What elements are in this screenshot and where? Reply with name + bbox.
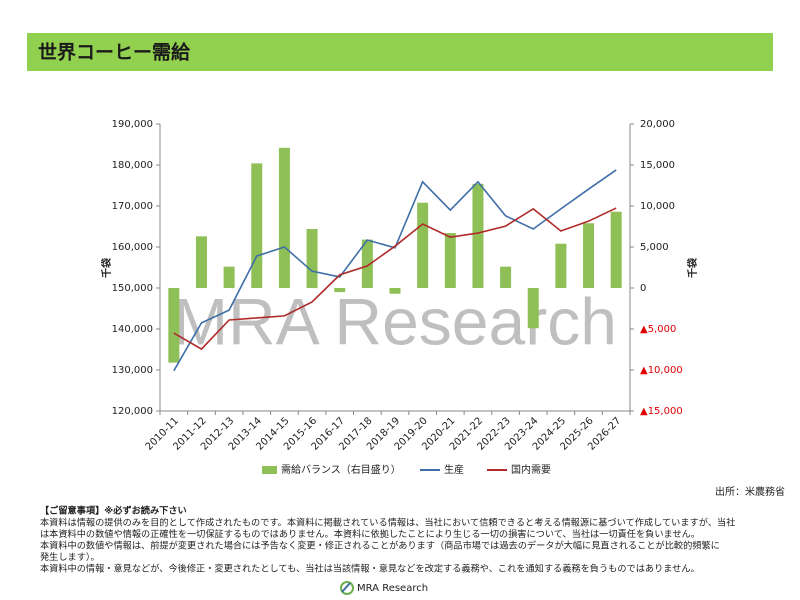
legend-swatch — [262, 466, 277, 474]
y2-axis-label: 千袋 — [686, 257, 699, 278]
note-line: 本資料中の情報・意見などが、今後修正・変更されたとしても、当社は当該情報・意見な… — [40, 563, 700, 575]
bar — [583, 223, 595, 288]
y-tick-label: 160,000 — [112, 242, 153, 253]
y2-tick-label: 20,000 — [640, 119, 675, 130]
legend-label: 需給バランス（右目盛り） — [281, 463, 401, 476]
bar — [361, 239, 373, 288]
legend-label: 生産 — [444, 463, 464, 476]
y2-tick-label: ▲5,000 — [640, 324, 676, 335]
y2-tick-label: 0 — [640, 283, 646, 294]
header-band — [27, 33, 773, 71]
note-line: 本資料は情報の提供のみを目的として作成されたものです。本資料に掲載されている情報… — [40, 517, 735, 529]
footer-logo: MRA Research — [340, 581, 428, 595]
y2-tick-label: 5,000 — [640, 242, 669, 253]
y-tick-label: 180,000 — [112, 160, 153, 171]
y2-tick-label: ▲10,000 — [640, 365, 683, 376]
y-axis-label: 千袋 — [100, 257, 113, 278]
note-line: 本資料中の数値や情報は、前提が変更された場合には予告なく変更・修正されることがあ… — [40, 540, 720, 552]
y-tick-label: 190,000 — [112, 119, 153, 130]
source: 出所：米農務省 — [715, 485, 785, 498]
bar — [417, 202, 429, 288]
bar — [306, 228, 318, 288]
note-line: 発生します）。 — [40, 551, 100, 563]
watermark: MRA Research — [173, 284, 617, 358]
note-line: は本資料中の数値や情報の正確性を一切保証するものではありません。本資料に依拠した… — [40, 528, 700, 540]
y-tick-label: 170,000 — [112, 201, 153, 212]
logo-icon — [340, 581, 354, 595]
bar — [334, 288, 346, 293]
bar — [444, 233, 456, 288]
y-tick-label: 130,000 — [112, 365, 153, 376]
line — [173, 169, 617, 372]
notes-heading: 【ご留意事項】※必ずお読み下さい — [40, 505, 187, 517]
bar — [168, 288, 180, 363]
bar — [251, 163, 263, 288]
line — [173, 207, 617, 351]
bar — [389, 288, 401, 294]
bar — [195, 236, 207, 288]
bar — [500, 266, 512, 288]
bar — [278, 147, 290, 288]
header-title: 世界コーヒー需給 — [38, 41, 191, 64]
bar — [223, 266, 235, 288]
logo-text: MRA Research — [357, 583, 428, 594]
y2-tick-label: 10,000 — [640, 201, 675, 212]
y-tick-label: 140,000 — [112, 324, 153, 335]
bar — [610, 211, 622, 288]
bar — [527, 288, 539, 329]
y2-tick-label: ▲15,000 — [640, 406, 683, 417]
y-tick-label: 150,000 — [112, 283, 153, 294]
y-tick-label: 120,000 — [112, 406, 153, 417]
bar — [472, 183, 484, 288]
legend-label: 国内需要 — [511, 463, 551, 476]
logo-icon — [341, 582, 351, 593]
bar — [555, 243, 567, 288]
y2-tick-label: 15,000 — [640, 160, 675, 171]
